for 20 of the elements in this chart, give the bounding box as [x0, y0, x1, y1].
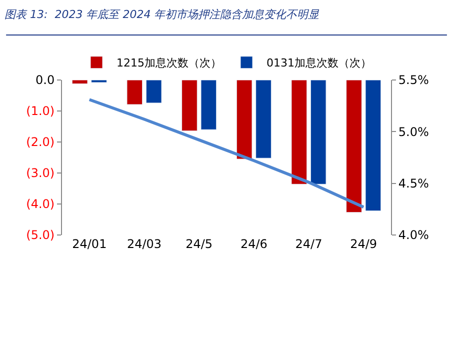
y-tick-label: (3.0)	[26, 166, 55, 180]
x-tick-label: 24/6	[240, 237, 268, 251]
y-tick-label: (2.0)	[26, 135, 55, 150]
y2-tick-label: 4.0%	[398, 228, 429, 242]
chart-title: 图表 13: 2023 年底至 2024 年初市场押注隐含加息变化不明显	[4, 8, 320, 22]
y2-tick-label: 5.5%	[398, 73, 429, 88]
y-tick-label: 0.0	[36, 73, 55, 88]
y2-tick-label: 4.5%	[398, 176, 429, 191]
x-tick-label: 24/01	[72, 237, 107, 251]
x-tick-label: 24/5	[186, 237, 213, 251]
x-tick-label: 24/7	[295, 237, 322, 251]
x-tick-label: 24/03	[126, 237, 162, 251]
legend-label: 0131加息次数（次）	[266, 56, 372, 70]
y-tick-label: (5.0)	[26, 228, 55, 242]
x-tick-label: 24/9	[350, 237, 378, 251]
y2-tick-label: 5.0%	[398, 124, 429, 139]
y-tick-label: (1.0)	[26, 104, 55, 118]
line-series	[88, 98, 366, 209]
legend-label: 1215加息次数（次）	[116, 56, 222, 70]
y-tick-label: (4.0)	[26, 197, 55, 212]
